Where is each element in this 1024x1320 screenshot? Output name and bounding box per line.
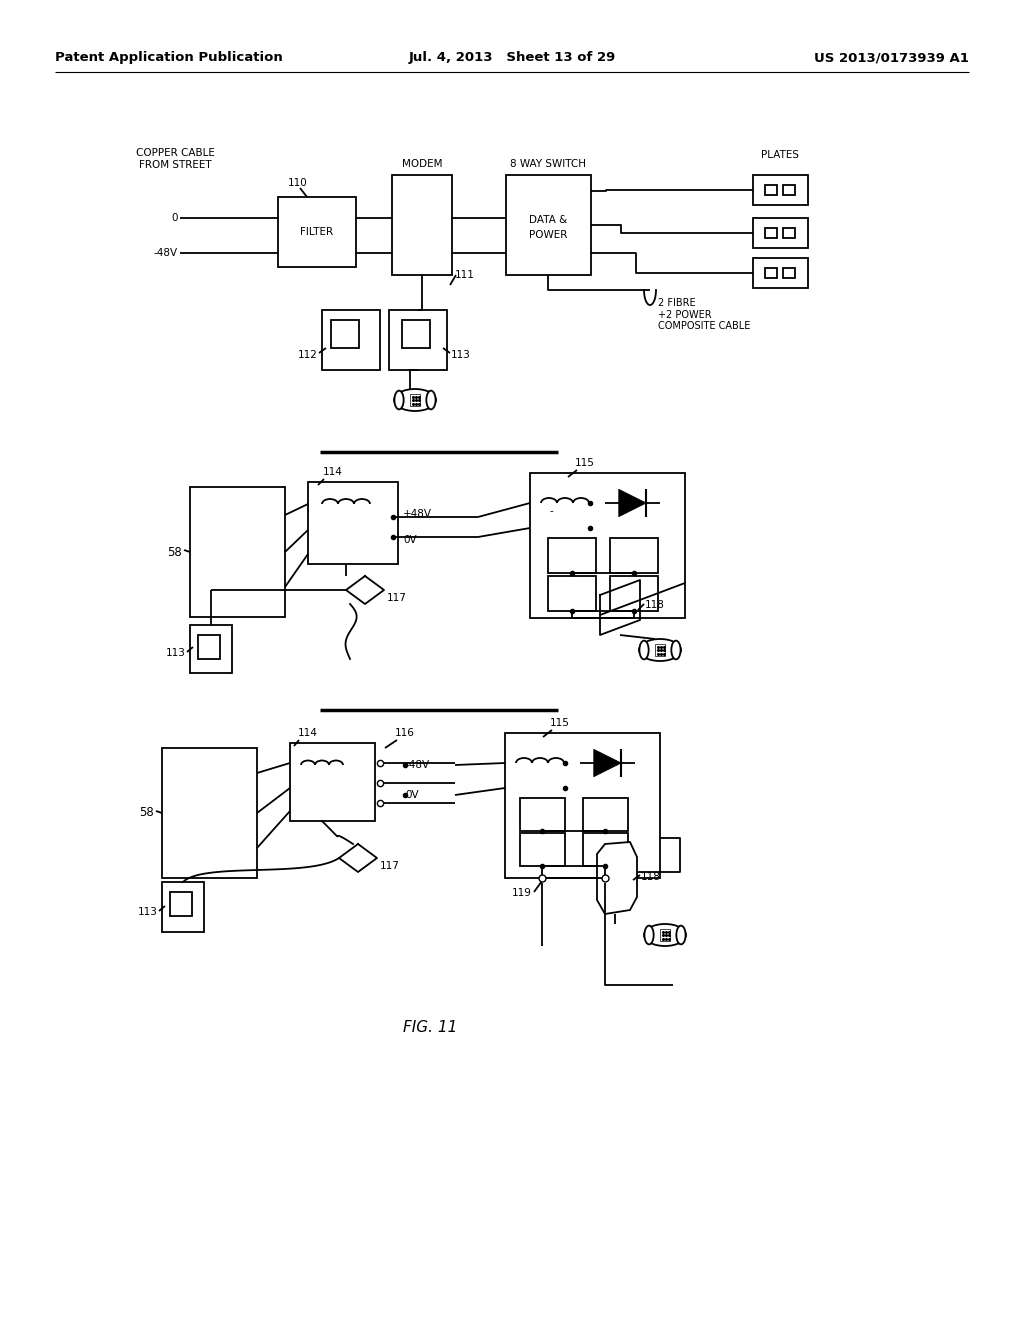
Bar [520,799,565,832]
Bar [548,539,596,573]
Text: +48V: +48V [403,510,432,519]
Ellipse shape [644,924,686,946]
Polygon shape [597,842,637,913]
Text: 115: 115 [575,458,595,469]
Bar [322,310,380,370]
Text: 117: 117 [380,861,400,871]
Bar [765,268,777,279]
Bar [583,799,628,832]
Text: -48V: -48V [406,760,429,770]
Bar [654,644,666,656]
Text: 113: 113 [166,648,186,657]
Text: POWER: POWER [528,230,567,240]
Text: Jul. 4, 2013   Sheet 13 of 29: Jul. 4, 2013 Sheet 13 of 29 [409,51,615,65]
Bar [198,635,220,659]
Text: COPPER CABLE
FROM STREET: COPPER CABLE FROM STREET [135,148,214,169]
Bar [392,176,452,275]
Text: 117: 117 [387,593,407,603]
Polygon shape [594,750,622,776]
Bar [783,228,795,238]
Text: FIG. 11: FIG. 11 [402,1020,457,1035]
Text: DATA &: DATA & [528,215,567,224]
Ellipse shape [672,640,681,660]
Text: 0: 0 [171,213,178,223]
Bar [753,257,808,288]
Text: 118: 118 [645,601,665,610]
Bar [331,319,359,348]
Bar [753,218,808,248]
Text: 111: 111 [455,271,475,280]
Text: FILTER: FILTER [300,227,334,238]
Text: Patent Application Publication: Patent Application Publication [55,51,283,65]
Text: 0V: 0V [403,535,417,545]
Bar [783,185,795,195]
Bar [753,176,808,205]
Text: 113: 113 [451,350,471,360]
Bar [783,268,795,279]
Bar [506,176,591,275]
Bar [190,624,232,673]
Ellipse shape [394,391,403,409]
Bar [402,319,430,348]
Bar [610,576,658,611]
Bar [505,733,660,878]
Bar [389,310,447,370]
Ellipse shape [639,640,648,660]
Ellipse shape [639,639,681,661]
Bar [659,929,671,941]
Bar [610,539,658,573]
Bar [190,487,285,616]
Bar [520,833,565,866]
Bar [530,473,685,618]
Bar [308,482,398,564]
Text: PLATES: PLATES [761,150,799,160]
Bar [765,228,777,238]
Ellipse shape [394,389,436,411]
Bar [162,748,257,878]
Text: US 2013/0173939 A1: US 2013/0173939 A1 [814,51,969,65]
Ellipse shape [644,925,653,944]
Text: 58: 58 [167,545,182,558]
Text: 2 FIBRE
+2 POWER
COMPOSITE CABLE: 2 FIBRE +2 POWER COMPOSITE CABLE [658,298,751,331]
Bar [170,892,193,916]
Text: 0V: 0V [406,789,419,800]
Text: 115: 115 [550,718,570,729]
Text: -48V: -48V [154,248,178,257]
Text: 110: 110 [288,178,308,187]
Text: 114: 114 [298,729,317,738]
Text: 118: 118 [641,873,660,882]
Ellipse shape [426,391,435,409]
Text: 112: 112 [298,350,318,360]
Text: -: - [550,506,554,516]
Text: 113: 113 [138,907,158,917]
Bar [548,576,596,611]
Text: 116: 116 [395,729,415,738]
Ellipse shape [676,925,686,944]
Text: 58: 58 [139,807,154,820]
Text: 114: 114 [323,467,343,477]
Text: 119: 119 [512,888,532,898]
Bar [410,393,420,407]
Polygon shape [618,490,646,516]
Bar [278,197,356,267]
Text: MODEM: MODEM [401,158,442,169]
Bar [290,743,375,821]
Bar [765,185,777,195]
Bar [162,882,204,932]
Text: 8 WAY SWITCH: 8 WAY SWITCH [510,158,586,169]
Bar [583,833,628,866]
